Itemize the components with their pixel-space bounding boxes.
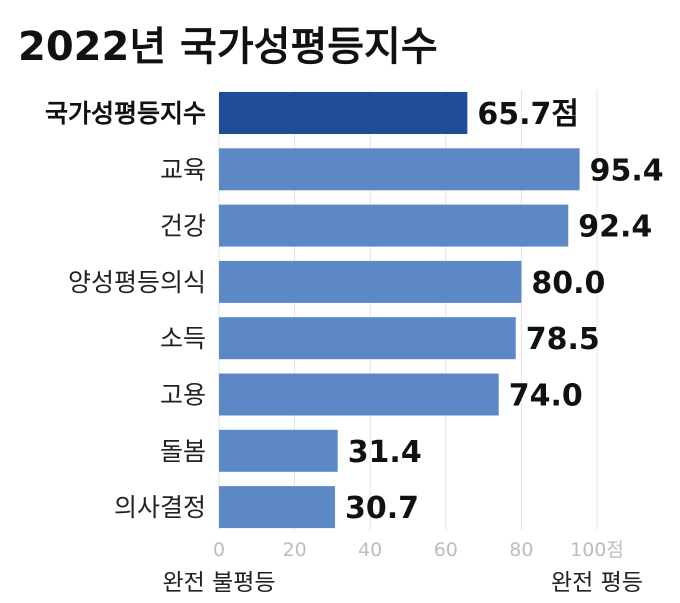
bar <box>219 486 336 529</box>
value-label: 92.4 <box>578 210 652 245</box>
bar <box>219 429 338 472</box>
category-label: 돌봄 <box>160 437 206 466</box>
x-axis-max-label: 완전 평등 <box>551 570 643 596</box>
x-tick-label: 20 <box>283 539 307 561</box>
bars <box>219 92 580 529</box>
x-tick-label: 100점 <box>570 539 624 561</box>
bar <box>219 92 468 134</box>
bar <box>219 317 516 360</box>
value-labels: 65.7점 95.4 92.4 80.0 78.5 74.0 31.4 30.7 <box>345 97 664 526</box>
value-label: 31.4 <box>348 435 422 470</box>
bar <box>219 260 522 303</box>
value-label: 80.0 <box>531 266 605 301</box>
x-tick-label: 0 <box>213 539 225 561</box>
category-label: 건강 <box>160 212 206 241</box>
bar <box>219 373 499 416</box>
value-label: 95.4 <box>590 153 664 188</box>
category-label: 교육 <box>160 155 206 184</box>
category-label: 의사결정 <box>114 493 206 522</box>
chart-title: 2022년 국가성평등지수 <box>18 24 438 70</box>
value-label: 78.5 <box>526 322 600 357</box>
category-label: 소득 <box>160 324 206 353</box>
x-tick-label: 40 <box>358 539 382 561</box>
value-label: 74.0 <box>509 379 583 414</box>
bar <box>219 148 580 191</box>
x-tick-label: 60 <box>434 539 458 561</box>
value-label: 65.7점 <box>477 97 579 132</box>
value-label: 30.7 <box>345 491 419 526</box>
x-axis-min-label: 완전 불평등 <box>162 570 275 596</box>
category-label: 국가성평등지수 <box>45 99 206 128</box>
x-tick-labels: 0 20 40 60 80 100점 <box>213 539 624 561</box>
x-tick-label: 80 <box>509 539 533 561</box>
category-label: 양성평등의식 <box>68 268 206 297</box>
bar <box>219 204 569 247</box>
category-label: 고용 <box>160 381 206 410</box>
